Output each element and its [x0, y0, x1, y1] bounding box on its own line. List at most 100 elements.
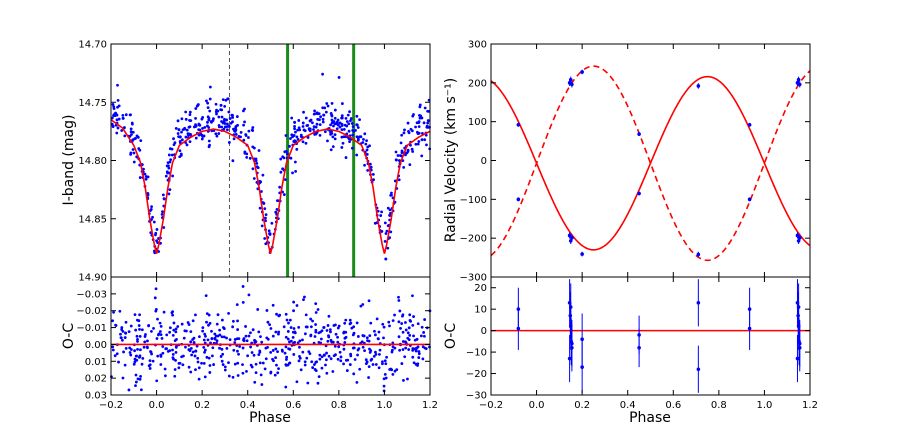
lc-res-point	[397, 299, 401, 302]
lc-point	[419, 114, 423, 118]
lc-point	[112, 107, 116, 110]
lc-res-point	[236, 349, 239, 353]
lc-res-point	[309, 317, 313, 321]
lc-res-point	[366, 339, 369, 343]
lc-point	[383, 221, 387, 225]
lc-point	[257, 149, 261, 152]
lc-res-point	[134, 380, 138, 384]
lc-point	[225, 122, 229, 126]
rv-res-point	[795, 356, 800, 361]
lc-point	[322, 113, 325, 117]
lc-res-point	[220, 359, 224, 363]
lc-res-point	[303, 363, 307, 367]
lc-point	[184, 117, 188, 121]
lc-point	[347, 122, 351, 126]
lc-res-point	[241, 363, 244, 366]
lc-point	[139, 139, 143, 143]
lc-res-point	[132, 362, 136, 366]
lc-res-point	[139, 348, 142, 352]
lc-res-point	[298, 345, 301, 349]
lc-point	[344, 156, 348, 159]
lc-res-point	[213, 336, 217, 340]
lc-res-point	[250, 365, 254, 369]
lc-res-point	[285, 358, 288, 361]
ytick-label-2: −0.01	[76, 323, 107, 334]
lc-point	[330, 114, 334, 118]
lc-point	[231, 113, 234, 117]
lc-res-point	[327, 314, 331, 318]
lc-point	[351, 125, 355, 129]
lc-res-point	[391, 341, 395, 345]
lc-res-point	[296, 341, 300, 345]
lc-res-point	[113, 354, 117, 358]
lc-res-point	[308, 352, 312, 356]
lc-res-point	[311, 319, 314, 323]
lc-point	[258, 179, 262, 183]
lc-res-point	[274, 356, 277, 360]
lc-point	[349, 117, 353, 120]
lc-res-point	[352, 372, 356, 376]
lc-res-point	[218, 346, 221, 350]
lc-point	[129, 130, 133, 134]
lc-point	[412, 113, 415, 116]
lc-point	[164, 174, 168, 178]
lc-point	[371, 172, 375, 176]
lc-point	[409, 127, 413, 131]
lc-point	[304, 141, 308, 145]
lc-res-point	[407, 326, 411, 330]
lc-res-point	[313, 363, 316, 366]
lc-res-point	[404, 321, 407, 324]
lc-point	[426, 121, 430, 125]
lc-point	[198, 123, 202, 127]
lc-point	[201, 127, 204, 130]
lc-point	[315, 112, 318, 115]
lc-res-point	[401, 348, 405, 351]
lc-res-point	[328, 328, 332, 331]
lc-res-point	[305, 325, 309, 329]
lc-res-point	[210, 354, 214, 358]
lc-res-point	[149, 350, 153, 354]
lc-res-point	[326, 339, 330, 343]
lc-res-point	[356, 353, 359, 357]
lc-res-point	[158, 321, 162, 325]
lc-point	[426, 119, 430, 122]
lc-res-point	[320, 366, 324, 370]
lc-res-point	[236, 361, 240, 365]
rv-ylabel: Radial Velocity (km s⁻¹)	[443, 78, 459, 242]
lc-point	[326, 139, 329, 143]
lc-res-point	[329, 357, 333, 361]
ytick-label-4: 10	[474, 305, 487, 316]
lc-res-point	[238, 345, 241, 348]
lc-res-point	[365, 360, 369, 364]
lc-res-point	[317, 331, 321, 335]
lc-res-point	[325, 329, 329, 332]
lc-res-point	[284, 335, 288, 339]
lc-point	[111, 124, 115, 128]
lc-point	[411, 150, 415, 153]
ytick-label-0: −300	[460, 273, 487, 284]
lc-point	[342, 128, 346, 131]
lc-point	[170, 147, 174, 151]
lc-point	[406, 121, 410, 125]
lc-point	[217, 132, 221, 135]
lc-point	[223, 117, 226, 121]
lc-point	[363, 163, 366, 167]
lc-point	[313, 109, 316, 113]
lc-res-point	[191, 319, 195, 323]
lc-point	[409, 143, 412, 147]
lc-res-point	[211, 346, 215, 350]
lc-res-point	[196, 360, 200, 364]
lc-res-point	[292, 300, 296, 304]
lc-res-point	[180, 322, 184, 326]
lc-point	[400, 151, 404, 155]
lc-res-point	[197, 366, 201, 370]
lc-point	[306, 124, 310, 127]
lc-res-point	[258, 349, 262, 353]
lc-res-point	[227, 361, 230, 365]
lc-res-point	[318, 353, 322, 357]
lc-res-point	[209, 341, 212, 345]
lc-res-point	[325, 351, 328, 355]
xtick-label-2: 0.2	[194, 400, 210, 411]
lc-point	[111, 103, 115, 106]
lc-point	[130, 133, 133, 136]
